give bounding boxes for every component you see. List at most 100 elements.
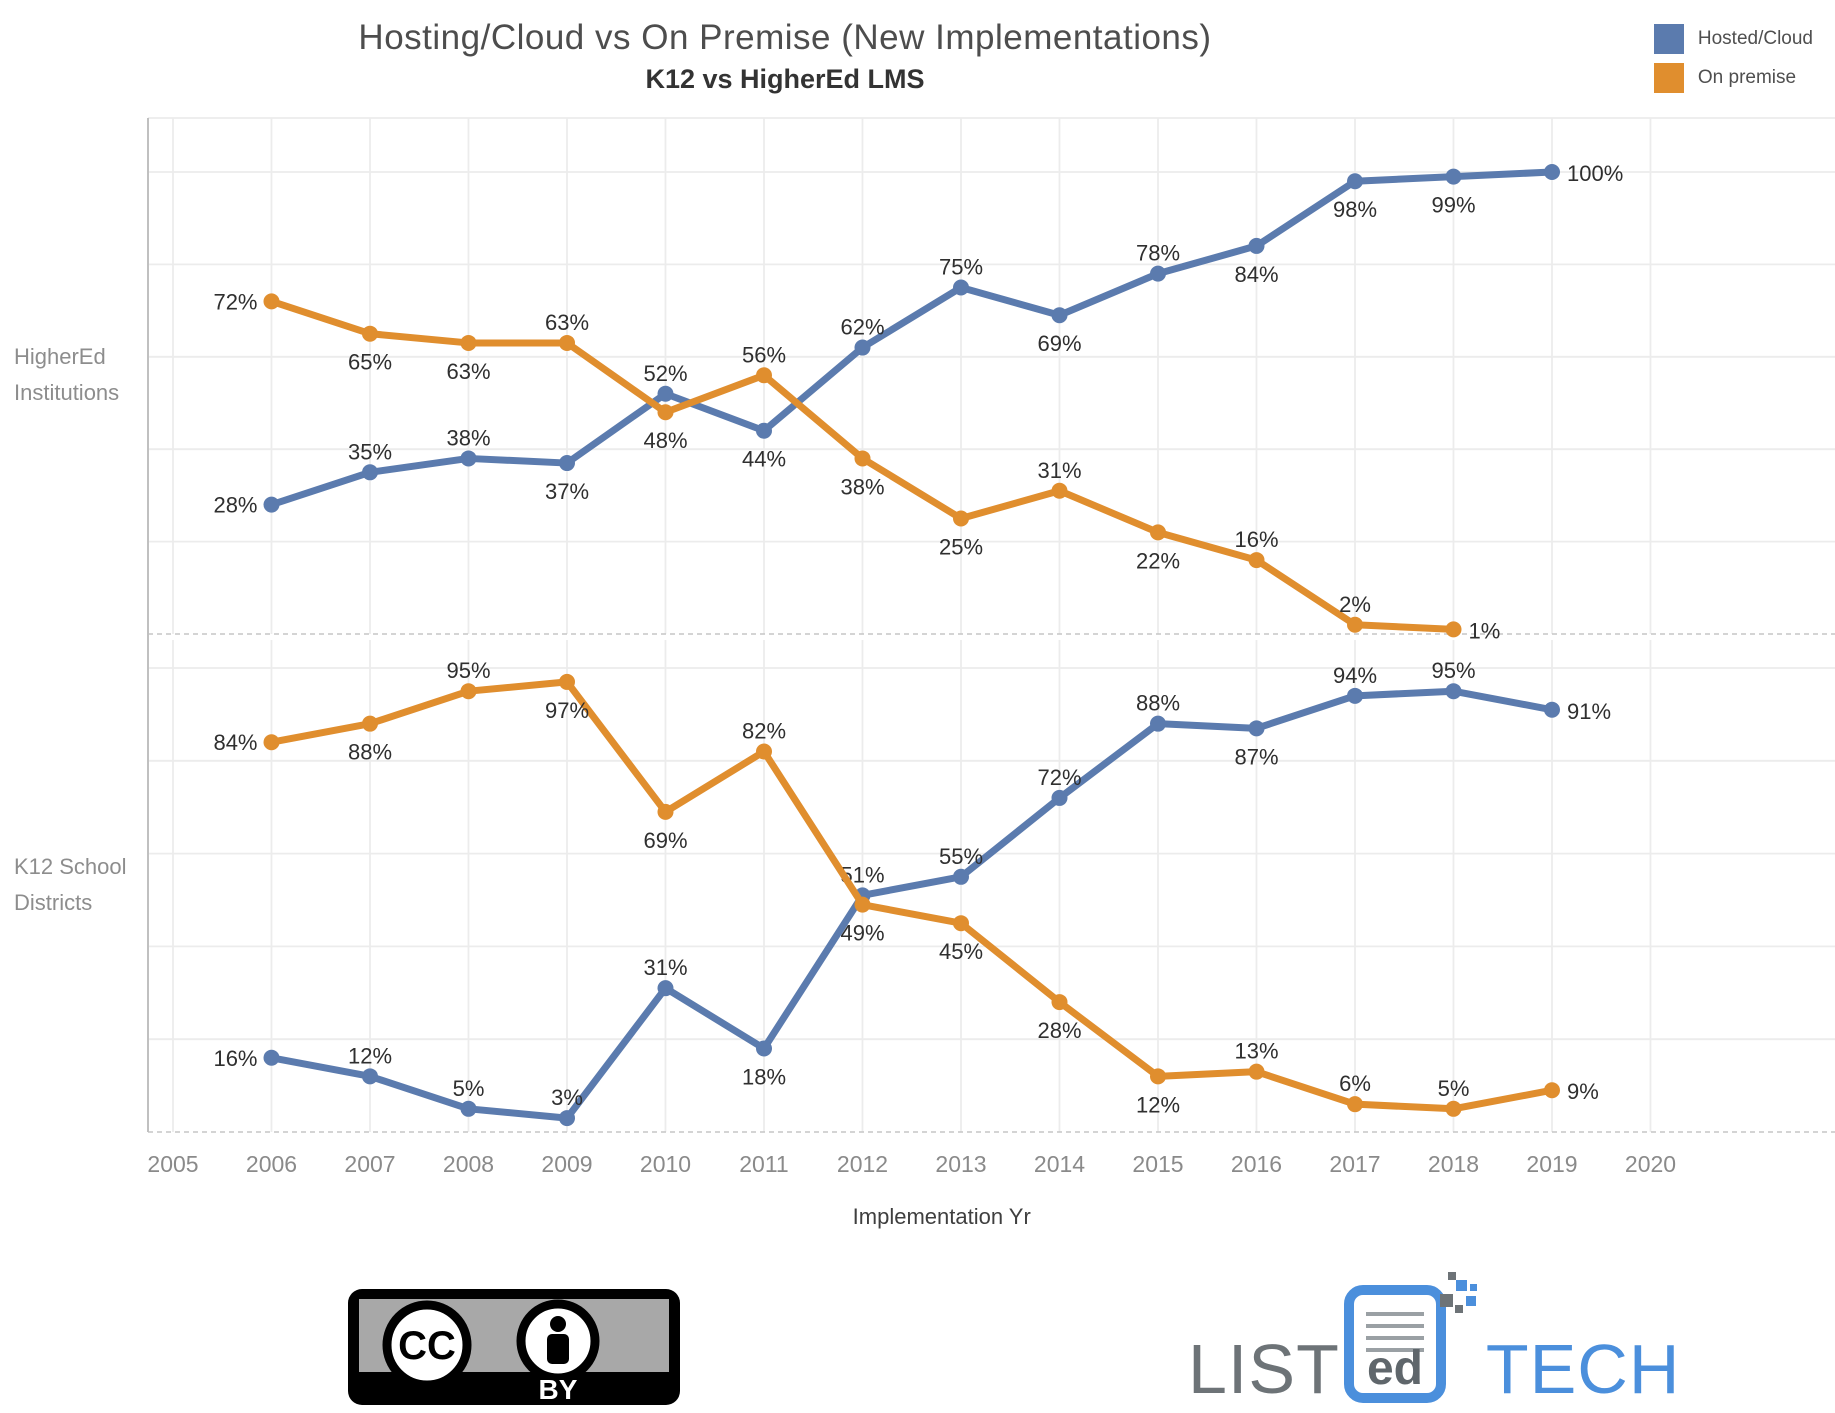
data-label: 13% — [1234, 1039, 1278, 1064]
data-point — [1347, 1096, 1363, 1113]
data-label: 82% — [742, 719, 786, 744]
data-label: 49% — [840, 921, 884, 946]
data-label: 98% — [1333, 197, 1377, 222]
data-point — [854, 896, 871, 913]
data-label: 44% — [742, 447, 786, 472]
data-point — [460, 450, 477, 467]
data-point — [756, 367, 772, 384]
data-point — [1248, 237, 1265, 254]
data-point — [1544, 1082, 1560, 1099]
cc-circle — [382, 1300, 472, 1390]
data-label: 65% — [348, 350, 392, 375]
cc-by-badge-graphic: CC BY — [348, 1289, 680, 1405]
svg-text:2017: 2017 — [1329, 1151, 1380, 1177]
data-point — [756, 422, 772, 439]
data-label: 56% — [742, 342, 786, 367]
svg-text:2009: 2009 — [541, 1151, 592, 1177]
data-point — [460, 683, 477, 700]
data-point — [756, 743, 772, 760]
data-point — [559, 1110, 575, 1127]
data-point — [1150, 1068, 1166, 1085]
data-label: 72% — [213, 289, 257, 314]
svg-text:2016: 2016 — [1231, 1151, 1282, 1177]
data-point — [1150, 265, 1166, 282]
data-point — [1445, 621, 1462, 638]
data-label: 31% — [643, 955, 687, 980]
data-point — [559, 334, 575, 351]
by-text: BY — [539, 1374, 578, 1405]
data-point — [1150, 715, 1166, 732]
data-point — [362, 325, 378, 342]
data-label: 5% — [1438, 1076, 1470, 1101]
data-label: 78% — [1136, 241, 1180, 266]
data-label: 69% — [1037, 331, 1081, 356]
data-label: 22% — [1136, 548, 1180, 573]
document-icon: ed — [1343, 1272, 1477, 1403]
data-point — [460, 1100, 477, 1117]
data-point — [362, 715, 378, 732]
data-point — [756, 1040, 772, 1057]
data-point — [953, 915, 969, 932]
series-line-hosted-cloud — [268, 168, 1556, 509]
data-label: 88% — [348, 740, 392, 765]
data-point — [953, 279, 969, 296]
svg-text:2007: 2007 — [344, 1151, 395, 1177]
chart-subtitle: K12 vs HigherEd LMS — [645, 64, 925, 94]
data-point — [1347, 616, 1363, 633]
panel-0-series-hosted-cloud: 28% 35% 38% 37% 52% 44% 62% 75% 69% 78% 84% 98% 99% 1… — [213, 161, 1623, 518]
data-label: 95% — [1431, 658, 1475, 683]
data-point — [854, 450, 871, 467]
data-label: 12% — [1136, 1092, 1180, 1117]
data-label: 84% — [1234, 262, 1278, 287]
data-point — [263, 293, 280, 310]
data-label: 55% — [939, 844, 983, 869]
data-label: 1% — [1469, 618, 1501, 643]
svg-text:2020: 2020 — [1625, 1151, 1676, 1177]
svg-text:Districts: Districts — [14, 890, 92, 915]
data-label: 16% — [213, 1046, 257, 1071]
data-point — [460, 334, 477, 351]
data-label: 75% — [939, 255, 983, 280]
logo-ed-text: ed — [1367, 1342, 1423, 1395]
svg-text:2018: 2018 — [1428, 1151, 1479, 1177]
data-label: 3% — [551, 1085, 583, 1110]
pixel-dot — [1454, 1305, 1463, 1313]
data-label: 87% — [1234, 744, 1278, 769]
data-point — [1445, 168, 1462, 185]
data-point — [1150, 524, 1166, 541]
svg-text:2012: 2012 — [837, 1151, 888, 1177]
svg-text:2011: 2011 — [739, 1151, 788, 1177]
chart-header: Hosting/Cloud vs On Premise (New Impleme… — [0, 18, 1570, 95]
panel-1-series-on-premise: 84% 88% 95% 97% 69% 82% 49% 45% 28% 12% 13% 6% 5% 9% — [213, 658, 1598, 1117]
legend-item-on-premise: On premise — [1653, 63, 1813, 93]
hosted-cloud-swatch — [1653, 24, 1684, 54]
data-label: 38% — [446, 425, 490, 450]
pixel-dot — [1439, 1294, 1453, 1307]
data-label: 28% — [1037, 1018, 1081, 1043]
data-label: 62% — [840, 315, 884, 340]
data-point — [1248, 1063, 1265, 1080]
legend: Hosted/Cloud On premise — [1653, 24, 1813, 102]
data-point — [559, 673, 575, 690]
legend-item-hosted-cloud: Hosted/Cloud — [1653, 24, 1813, 54]
data-point — [1248, 552, 1265, 569]
data-point — [1544, 164, 1560, 180]
data-point — [263, 1049, 280, 1066]
svg-text:2006: 2006 — [246, 1151, 297, 1177]
person-body — [547, 1334, 569, 1364]
svg-text:Institutions: Institutions — [14, 380, 119, 405]
data-label: 69% — [643, 828, 687, 853]
data-label: 100% — [1567, 161, 1623, 186]
logo-list-text: LIST — [1188, 1330, 1340, 1408]
data-label: 94% — [1333, 663, 1377, 688]
data-point — [1445, 1100, 1462, 1117]
data-point — [657, 803, 674, 820]
series-line-hosted-cloud — [268, 687, 1556, 1122]
data-point — [263, 734, 280, 751]
data-label: 9% — [1567, 1079, 1599, 1104]
data-label: 37% — [545, 479, 589, 504]
on-premise-swatch — [1653, 63, 1684, 93]
data-point — [854, 339, 871, 356]
data-point — [657, 404, 674, 421]
